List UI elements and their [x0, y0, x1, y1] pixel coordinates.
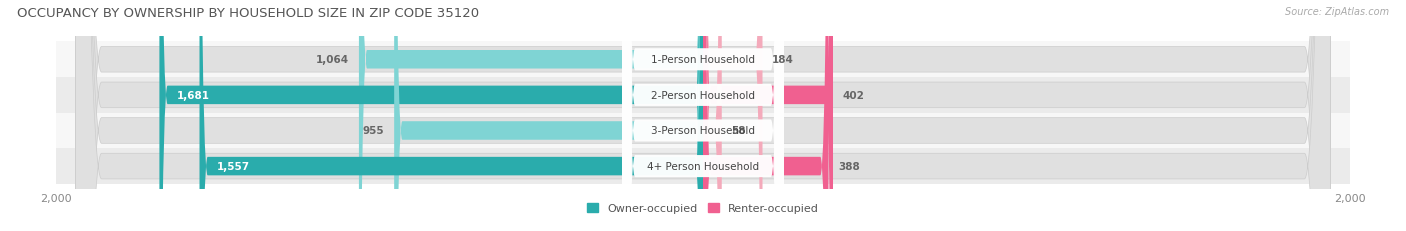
Legend: Owner-occupied, Renter-occupied: Owner-occupied, Renter-occupied — [582, 198, 824, 217]
FancyBboxPatch shape — [394, 0, 703, 231]
FancyBboxPatch shape — [703, 0, 828, 231]
Text: OCCUPANCY BY OWNERSHIP BY HOUSEHOLD SIZE IN ZIP CODE 35120: OCCUPANCY BY OWNERSHIP BY HOUSEHOLD SIZE… — [17, 7, 479, 20]
Bar — [56, 149, 1350, 184]
Text: 1,557: 1,557 — [218, 161, 250, 171]
Text: 955: 955 — [363, 126, 384, 136]
FancyBboxPatch shape — [703, 0, 832, 231]
FancyBboxPatch shape — [76, 0, 1330, 231]
Bar — [56, 78, 1350, 113]
FancyBboxPatch shape — [76, 0, 1330, 231]
Text: 58: 58 — [731, 126, 747, 136]
FancyBboxPatch shape — [621, 0, 785, 231]
Text: 1,681: 1,681 — [177, 91, 209, 100]
Text: 402: 402 — [842, 91, 865, 100]
FancyBboxPatch shape — [621, 0, 785, 231]
FancyBboxPatch shape — [76, 0, 1330, 231]
Text: 388: 388 — [838, 161, 860, 171]
Text: 1-Person Household: 1-Person Household — [651, 55, 755, 65]
FancyBboxPatch shape — [359, 0, 703, 231]
FancyBboxPatch shape — [621, 0, 785, 231]
FancyBboxPatch shape — [159, 0, 703, 231]
Bar — [56, 42, 1350, 78]
Bar — [56, 113, 1350, 149]
FancyBboxPatch shape — [703, 0, 762, 231]
FancyBboxPatch shape — [703, 0, 721, 231]
Text: 3-Person Household: 3-Person Household — [651, 126, 755, 136]
FancyBboxPatch shape — [76, 0, 1330, 231]
Text: 2-Person Household: 2-Person Household — [651, 91, 755, 100]
Text: 4+ Person Household: 4+ Person Household — [647, 161, 759, 171]
FancyBboxPatch shape — [621, 0, 785, 231]
Text: 1,064: 1,064 — [316, 55, 349, 65]
Text: Source: ZipAtlas.com: Source: ZipAtlas.com — [1285, 7, 1389, 17]
FancyBboxPatch shape — [200, 0, 703, 231]
Text: 184: 184 — [772, 55, 794, 65]
